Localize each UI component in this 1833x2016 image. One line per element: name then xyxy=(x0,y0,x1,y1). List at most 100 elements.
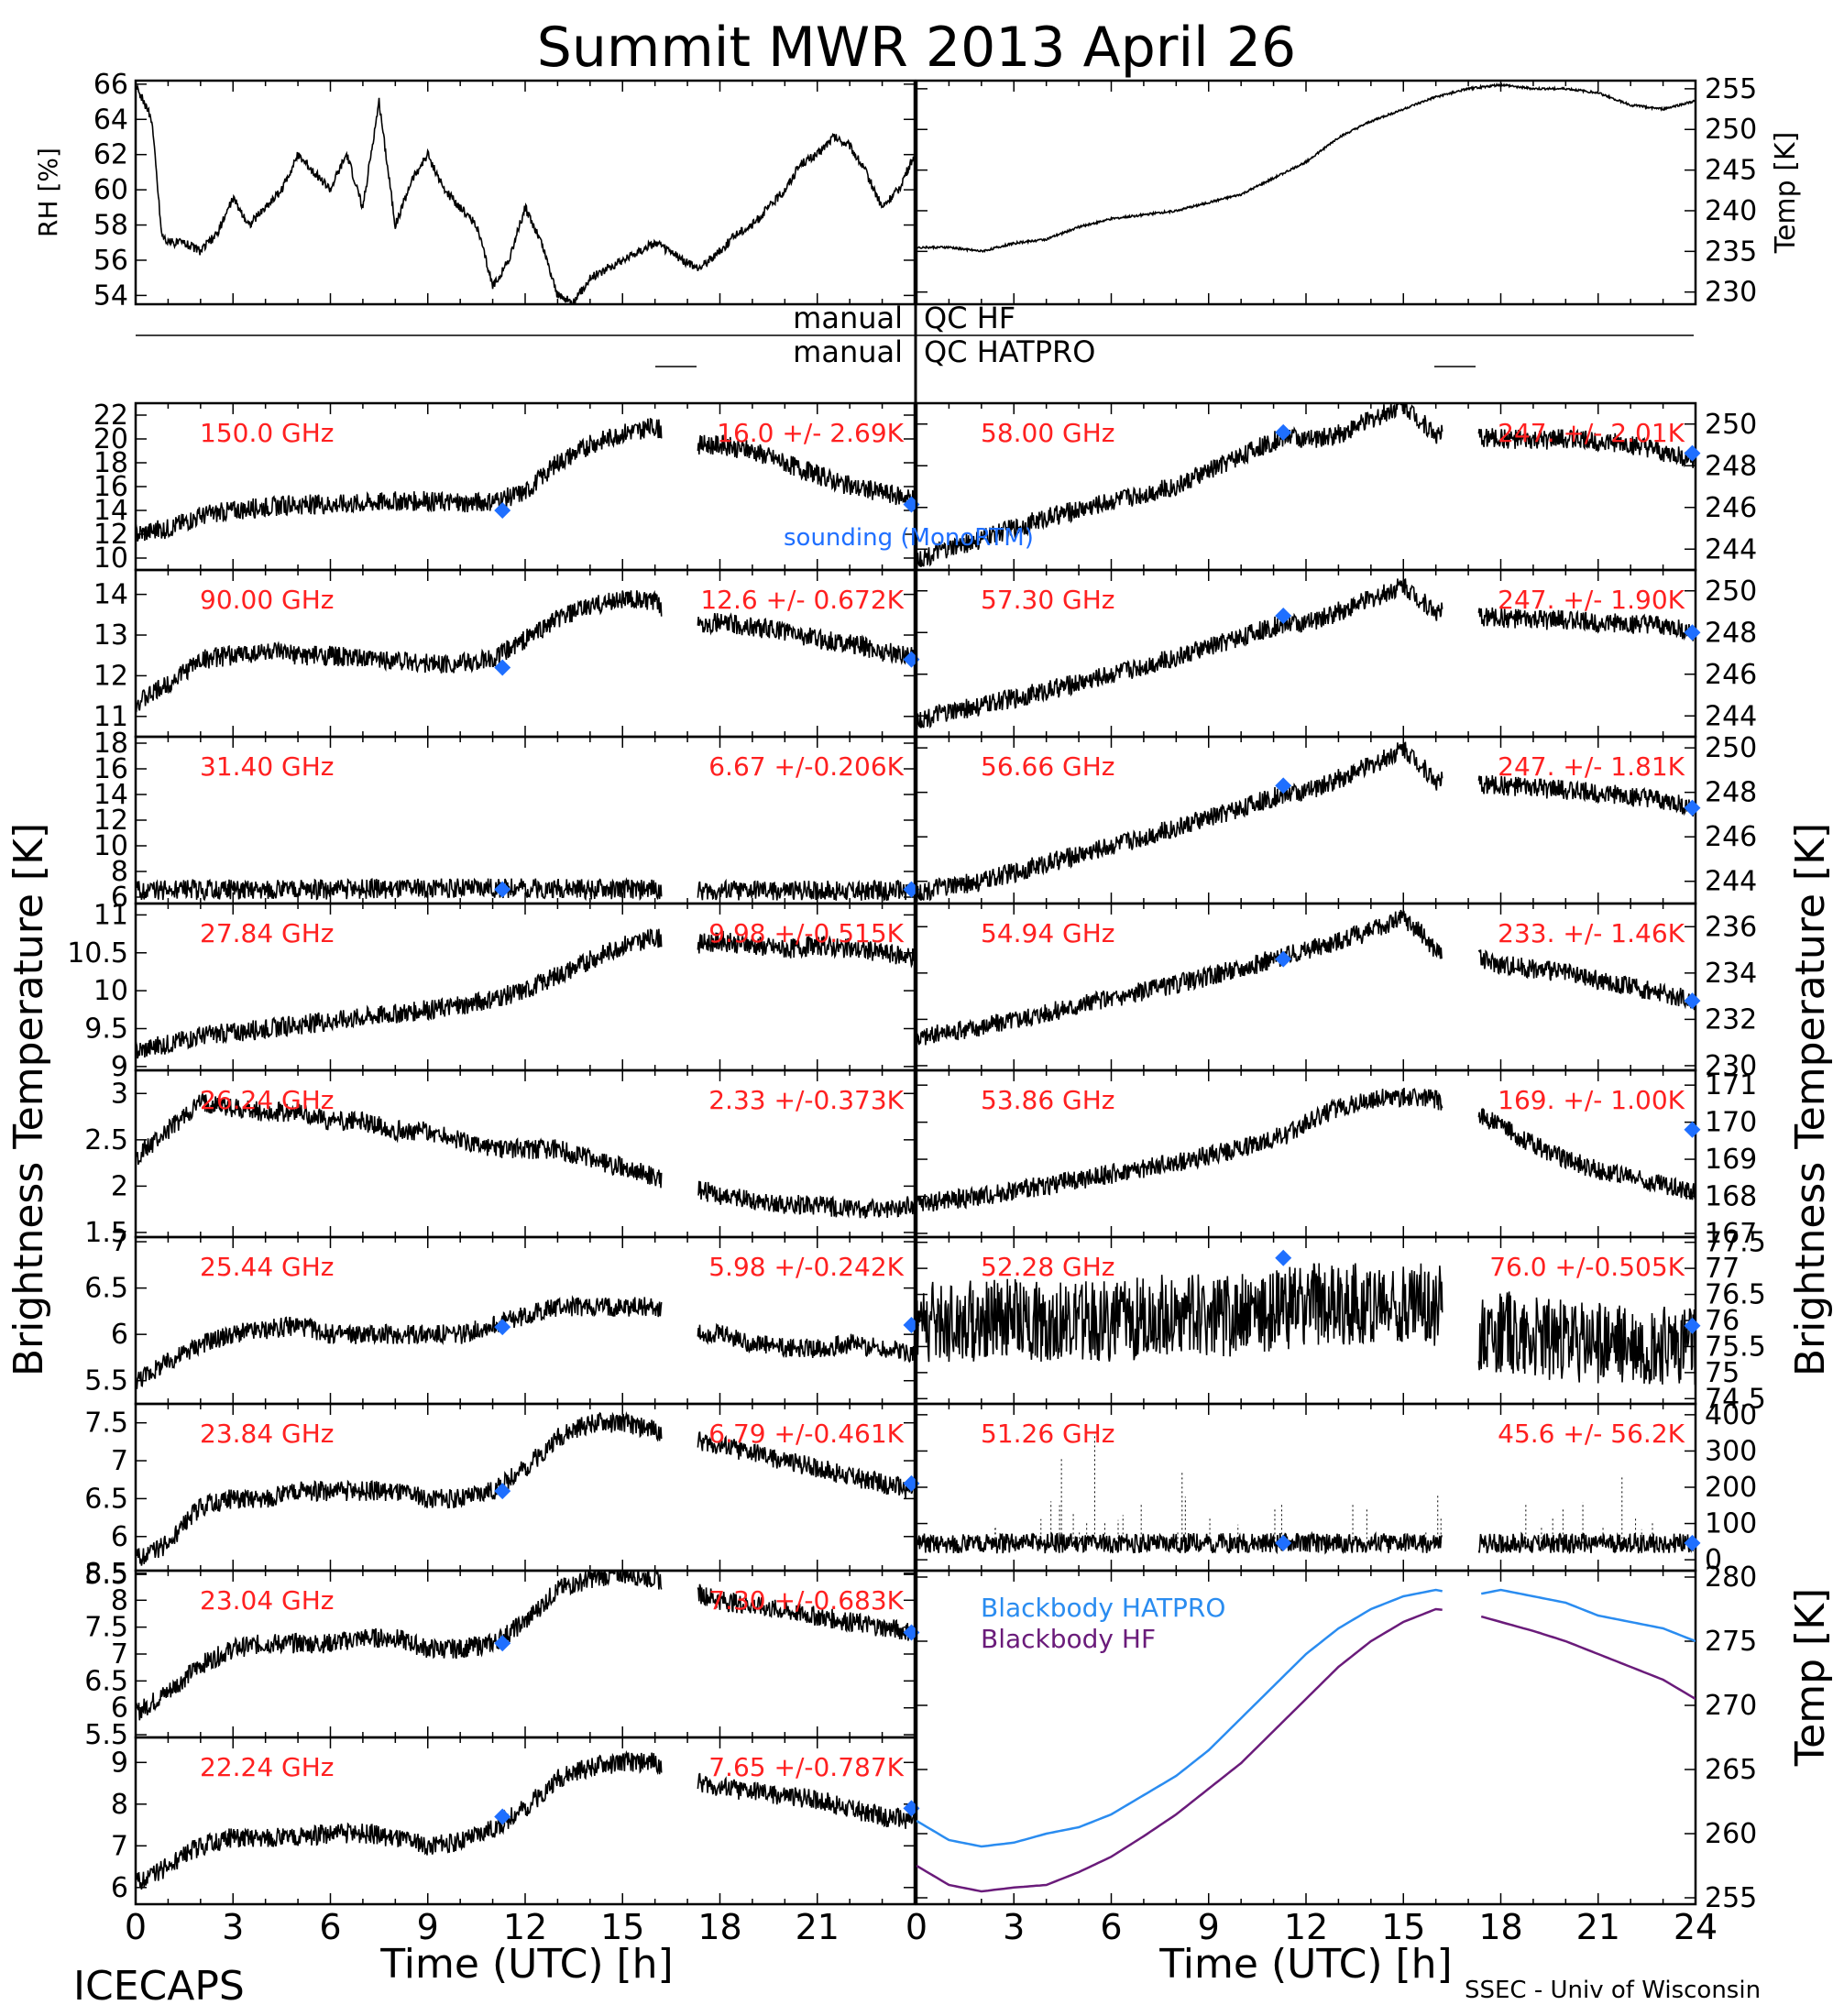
series-line xyxy=(916,1530,1696,1555)
channel-stats: 7.30 +/-0.683K xyxy=(708,1585,904,1616)
y-tick-label: 244 xyxy=(1705,866,1757,898)
channel-stats: 6.67 +/-0.206K xyxy=(708,751,904,782)
channel-label: 23.04 GHz xyxy=(200,1585,335,1616)
data-layer xyxy=(136,1093,915,1219)
channel-label: 53.86 GHz xyxy=(981,1085,1115,1115)
y-tick-label: 14 xyxy=(93,779,128,811)
series-line xyxy=(136,1093,915,1219)
data-layer xyxy=(916,1588,1696,1893)
y-tick-label: 16 xyxy=(93,753,128,785)
data-layer xyxy=(916,82,1696,254)
series-line xyxy=(136,589,915,713)
y-tick-label: 248 xyxy=(1705,450,1757,482)
y-tick-label: 245 xyxy=(1705,155,1757,187)
y-tick-label: 11 xyxy=(93,899,128,931)
legend-bb-hf: Blackbody HF xyxy=(981,1624,1156,1654)
series-line-1 xyxy=(916,1607,1696,1893)
y-tick-label: 234 xyxy=(1705,958,1757,990)
data-layer xyxy=(916,578,1696,729)
y-tick-label: 12 xyxy=(93,519,128,551)
y-tick-label: 168 xyxy=(1705,1181,1757,1213)
panel-53-86: 167 168 169 170 171 53.86 GHz 169. +/- 1.00K xyxy=(915,1068,1757,1250)
y-tick-label: 0 xyxy=(1705,1544,1722,1576)
y-tick-label: 170 xyxy=(1705,1107,1757,1139)
y-tick-label: 6 xyxy=(111,1872,128,1904)
y-tick-label: 9.5 xyxy=(84,1013,128,1046)
footer-left: ICECAPS xyxy=(73,1963,245,2010)
channel-stats: 6.79 +/-0.461K xyxy=(708,1419,904,1449)
y-tick-label: 1.5 xyxy=(84,1217,128,1249)
y-tick-label: 7 xyxy=(111,1445,128,1477)
panel-23-04: 5.566.577.588.523.04 GHz 7.30 +/-0.683K xyxy=(84,1558,920,1751)
y-tick-label: 2.5 xyxy=(84,1124,128,1156)
legend-bb-hatpro: Blackbody HATPRO xyxy=(981,1593,1225,1623)
y-tick-label: 77 xyxy=(1705,1253,1740,1285)
data-layer xyxy=(136,82,915,304)
panel-51-26: 0 100 200 300 400 51.26 GHz 45.6 +/- 56.2K xyxy=(915,1399,1757,1576)
data-layer xyxy=(136,928,915,1059)
data-layer xyxy=(916,741,1696,902)
y-tick-label: 18 xyxy=(93,728,128,760)
y-tick-label: 5.5 xyxy=(84,1559,128,1591)
sounding-point xyxy=(1275,423,1292,441)
channel-label: 22.24 GHz xyxy=(200,1752,335,1782)
series-line xyxy=(916,741,1696,902)
x-tick-label: 18 xyxy=(697,1907,741,1947)
y-tick-label: 6 xyxy=(111,1319,128,1351)
data-layer xyxy=(136,1749,915,1890)
data-layer xyxy=(136,877,915,902)
x-tick-label: 3 xyxy=(1003,1907,1025,1947)
y-tick-label: 5.5 xyxy=(84,1365,128,1397)
y-tick-label: 280 xyxy=(1705,1561,1757,1594)
y-tick-label: 12 xyxy=(93,805,128,837)
y-tick-label: 2 xyxy=(111,1170,128,1202)
y-tick-label: 20 xyxy=(93,423,128,455)
y-tick-label: 400 xyxy=(1705,1399,1757,1431)
sounding-point xyxy=(1275,1249,1292,1266)
panel-54-94: 230 232 234 236 54.94 GHz 233. +/- 1.46K xyxy=(915,902,1757,1082)
y-tick-label: 9 xyxy=(111,1747,128,1779)
sounding-point xyxy=(1275,1534,1292,1551)
series-line xyxy=(136,1571,915,1721)
panel-27-84: 9 9.5 10 10.5 11 27.84 GHz 9.98 +/-0.515K xyxy=(67,899,916,1083)
x-tick-label: 6 xyxy=(1100,1907,1122,1947)
y-tick-label: 60 xyxy=(93,174,128,206)
y-tick-label: 76.5 xyxy=(1705,1279,1766,1311)
x-tick-label: 6 xyxy=(319,1907,341,1947)
channel-label: 23.84 GHz xyxy=(200,1419,335,1449)
y-tick-label: 6.5 xyxy=(84,1483,128,1515)
y-tick-label: 250 xyxy=(1705,409,1757,441)
y-tick-label: 8 xyxy=(111,1789,128,1821)
x-tick-label: 15 xyxy=(600,1907,644,1947)
y-tick-label: 66 xyxy=(93,69,128,101)
y-label-right-bb: Temp [K] xyxy=(1787,1588,1833,1767)
data-layer xyxy=(916,1430,1696,1555)
sounding-point xyxy=(494,1635,511,1652)
channel-stats: 16.0 +/- 2.69K xyxy=(717,418,904,448)
panel-frame xyxy=(915,79,1697,306)
series-line xyxy=(136,1295,915,1389)
y-tick-label: 10.5 xyxy=(67,937,128,970)
y-tick-label: 8.5 xyxy=(84,1558,128,1590)
panel-26-24: 1.5 2 2.5 3 26.24 GHz 2.33 +/-0.373K xyxy=(84,1068,916,1249)
series-line xyxy=(136,1749,915,1890)
channel-stats: 45.6 +/- 56.2K xyxy=(1498,1419,1685,1449)
channel-stats: 5.98 +/-0.242K xyxy=(708,1252,904,1282)
chart-title: Summit MWR 2013 April 26 xyxy=(537,16,1296,80)
y-tick-label: 6 xyxy=(111,1693,128,1725)
channel-label: 58.00 GHz xyxy=(981,418,1115,448)
sounding-point xyxy=(494,881,511,898)
y-tick-label: 5.5 xyxy=(84,1719,128,1751)
panel-25-44: 5.5 6 6.5 7 25.44 GHz 5.98 +/-0.242K xyxy=(84,1226,920,1406)
series-line xyxy=(136,82,915,304)
channel-stats: 9.98 +/-0.515K xyxy=(708,918,904,948)
channel-label: 54.94 GHz xyxy=(981,918,1115,948)
sounding-point xyxy=(494,1319,511,1336)
channel-stats: 2.33 +/-0.373K xyxy=(708,1085,904,1115)
y-tick-label: 230 xyxy=(1705,1050,1757,1082)
y-tick-label: 56 xyxy=(93,245,128,277)
data-layer xyxy=(136,589,915,713)
